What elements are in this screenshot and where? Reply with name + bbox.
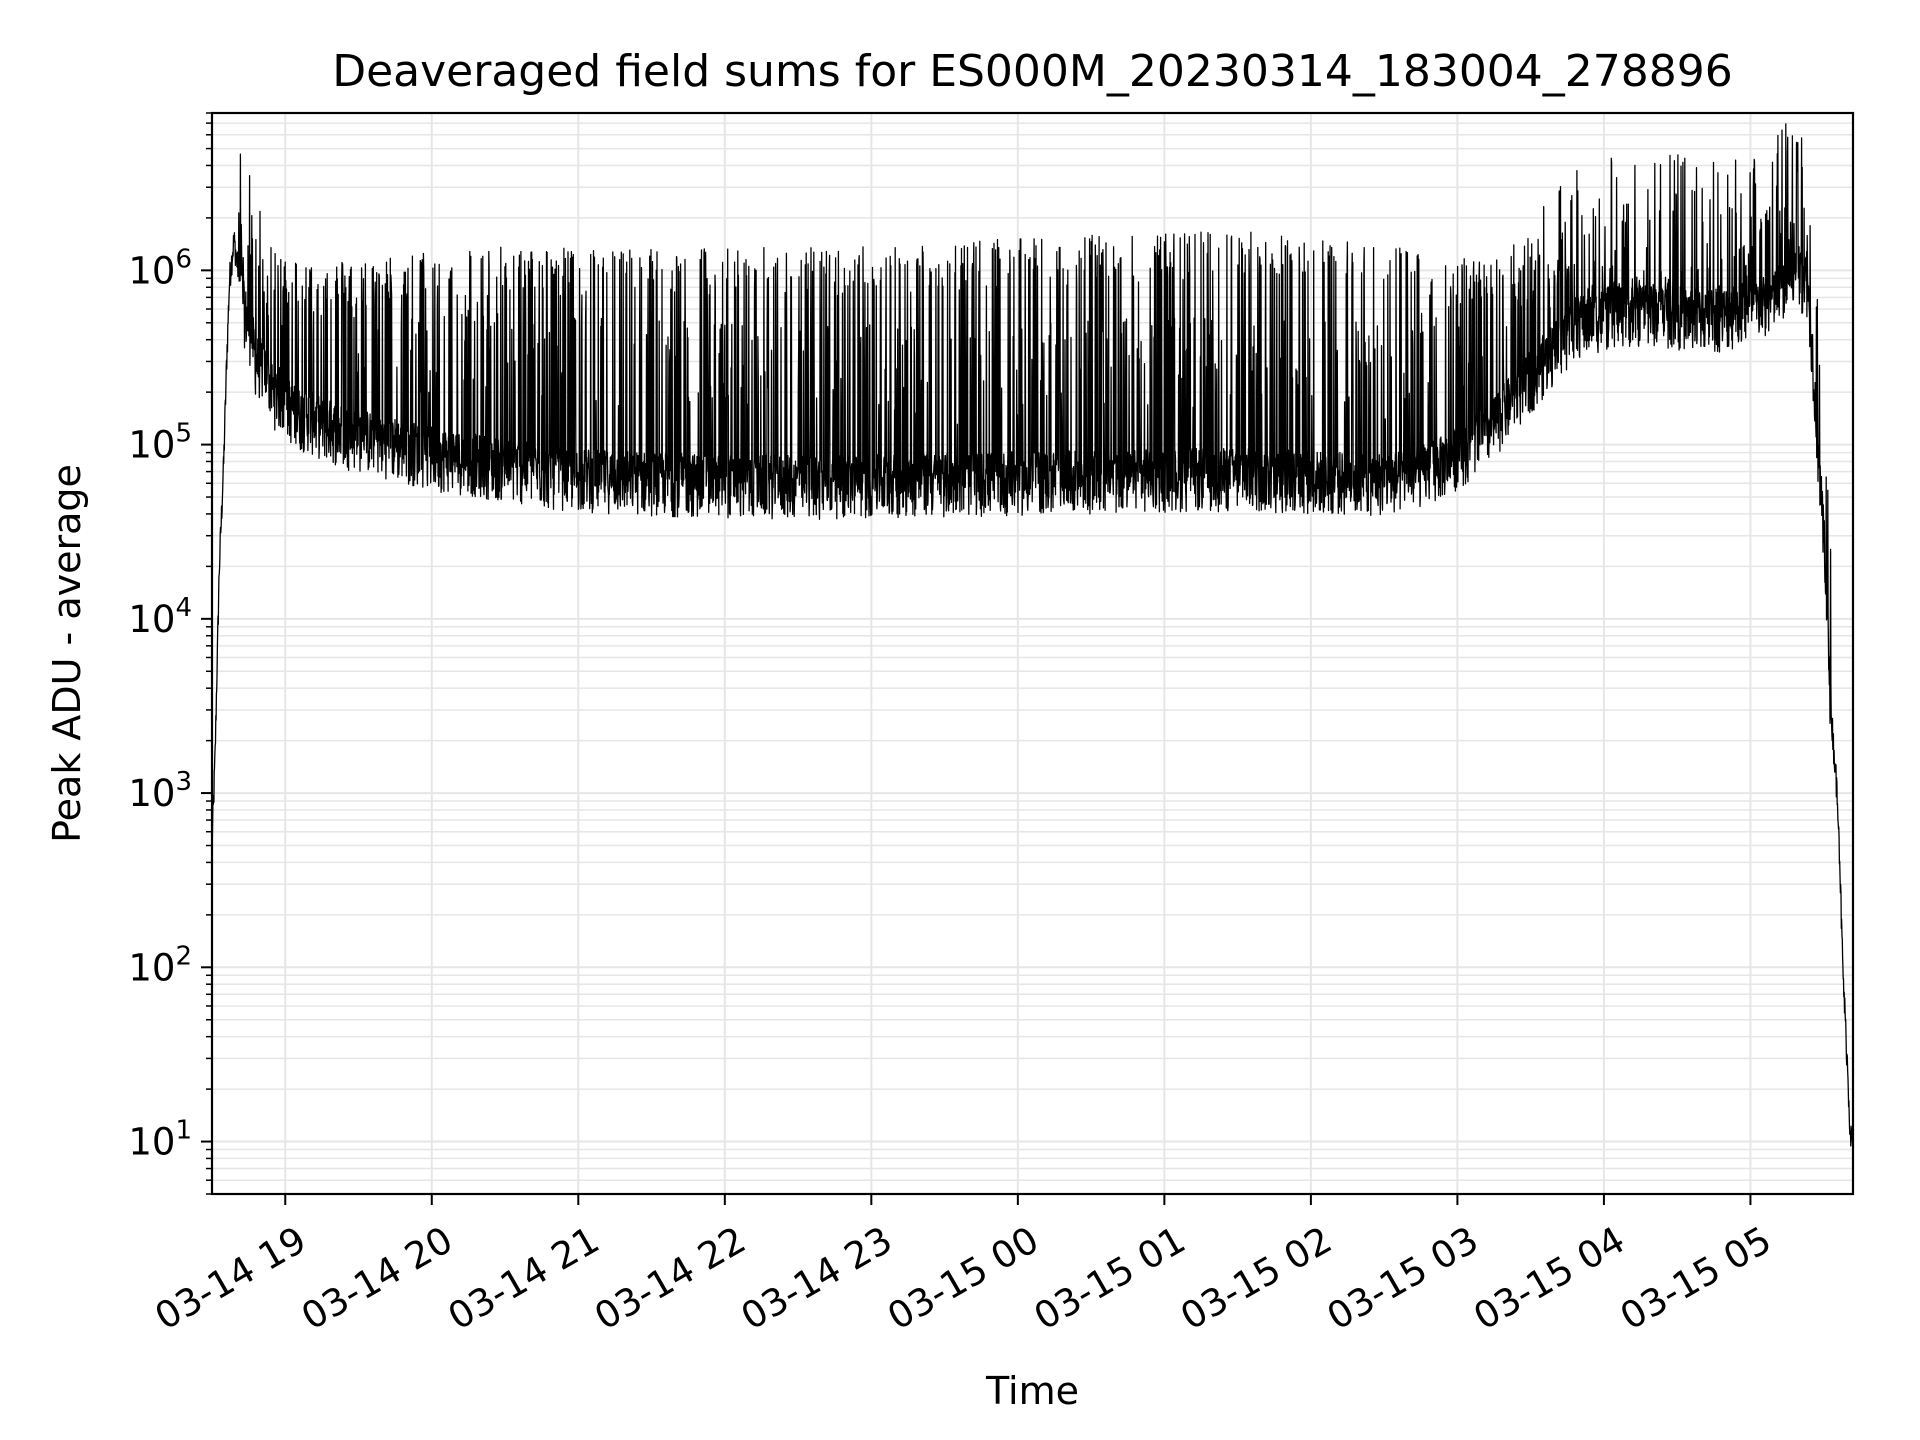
x-axis-title: Time	[985, 1369, 1079, 1413]
y-tick-label: 104	[128, 593, 192, 641]
y-tick-label: 102	[128, 941, 192, 989]
y-tick-label: 105	[128, 419, 192, 467]
y-tick-label: 103	[128, 767, 192, 815]
y-tick-label: 106	[128, 244, 192, 292]
series-layer	[211, 123, 1854, 1156]
plot-frame	[210, 111, 1855, 1196]
chart-title: Deaveraged field sums for ES000M_2023031…	[332, 46, 1733, 97]
y-axis-title: Peak ADU - average	[45, 464, 89, 843]
y-tick-label: 101	[128, 1116, 192, 1164]
series-line	[211, 123, 1854, 1156]
